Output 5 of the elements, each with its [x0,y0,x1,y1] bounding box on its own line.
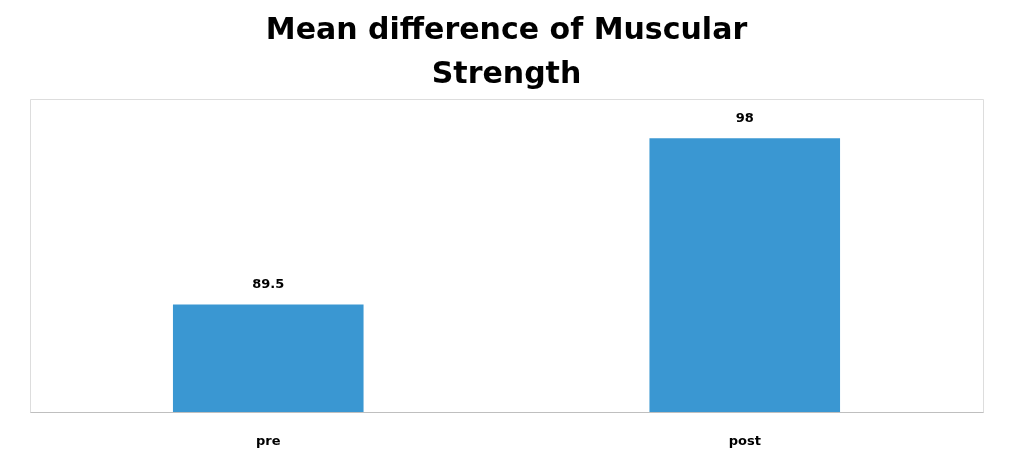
x-tick-label: pre [255,432,281,448]
x-tick-label: post [728,432,761,448]
data-label: 98 [735,110,754,126]
data-label: 89.5 [252,276,285,292]
chart-title: Mean difference of Muscular Strength [265,11,748,90]
